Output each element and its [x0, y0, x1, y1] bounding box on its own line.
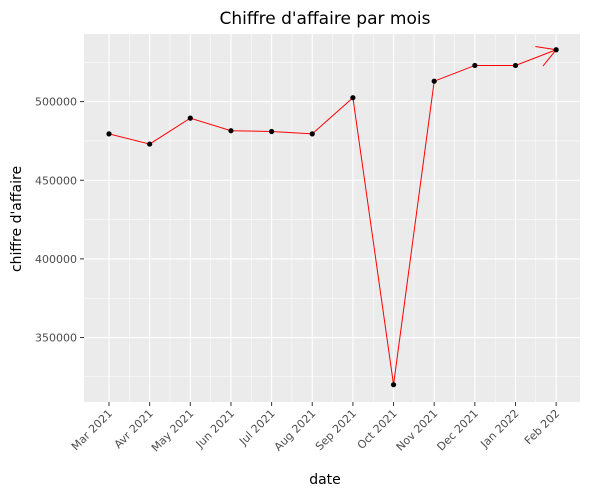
y-tick-label: 450000: [35, 174, 77, 187]
y-axis-label: chiffre d'affaire: [9, 166, 25, 272]
data-point: [472, 62, 478, 69]
series-line: [108, 49, 557, 385]
x-tick-label: Sep 2021: [313, 407, 359, 453]
x-tick-label: Nov 2021: [394, 407, 441, 454]
x-tick-label: Jan 2022: [477, 407, 521, 451]
y-tick-label: 400000: [35, 253, 77, 266]
data-point: [350, 95, 356, 101]
grid-minor: [84, 34, 580, 402]
data-point: [390, 382, 397, 388]
x-tick-label: May 2021: [149, 407, 197, 455]
x-tick-label: Jun 2021: [193, 407, 237, 451]
x-tick-label: Dec 2021: [434, 407, 481, 454]
data-point: [106, 131, 112, 137]
y-tick-label: 350000: [35, 332, 77, 345]
points-group: [106, 47, 559, 388]
data-point: [187, 115, 193, 121]
data-point: [269, 128, 275, 135]
grid-major: [84, 34, 580, 402]
x-tick-label: Mar 2021: [69, 407, 115, 453]
x-axis-label: date: [309, 472, 341, 488]
x-tick-label: Aug 2021: [272, 407, 319, 454]
plot-panel: [84, 34, 580, 402]
x-tick-label: Feb 202: [522, 407, 562, 447]
data-point: [228, 128, 234, 134]
data-point: [147, 141, 153, 147]
data-point: [553, 47, 559, 53]
y-axis: 350000 400000 450000 500000: [35, 96, 84, 345]
x-tick-label: Oct 2021: [355, 407, 400, 452]
data-point: [431, 78, 437, 84]
data-point: [309, 131, 315, 137]
data-point: [512, 62, 519, 69]
x-tick-label: Jul 2021: [236, 407, 278, 449]
chart-title: Chiffre d'affaire par mois: [220, 9, 431, 29]
y-tick-label: 500000: [35, 96, 77, 109]
